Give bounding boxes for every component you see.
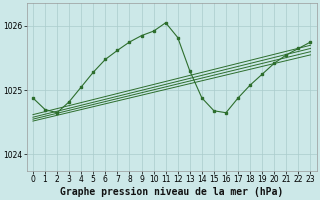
X-axis label: Graphe pression niveau de la mer (hPa): Graphe pression niveau de la mer (hPa) bbox=[60, 186, 283, 197]
